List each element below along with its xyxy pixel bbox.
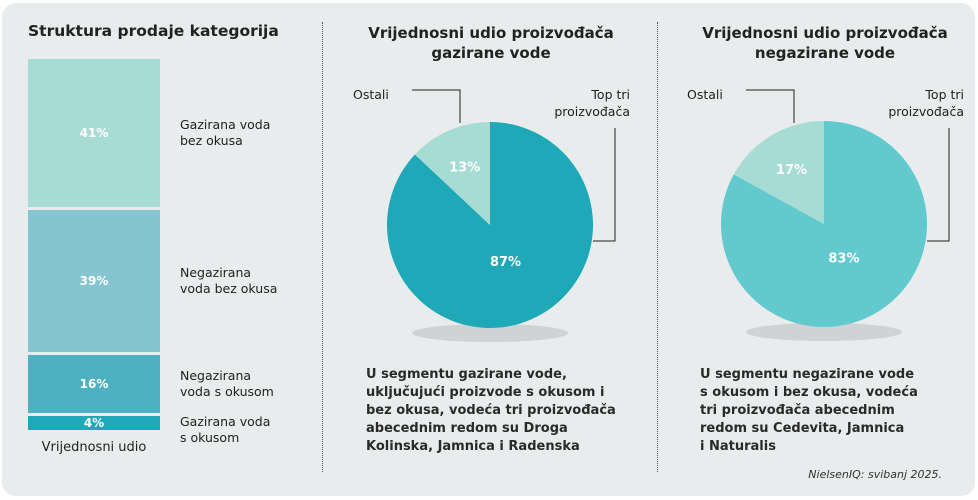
label-line: voda s okusom <box>180 383 274 399</box>
pie-slice <box>414 122 490 225</box>
pie-shadow <box>746 323 902 341</box>
description-line: abecednim redom su Droga <box>366 421 568 436</box>
leader-line <box>412 89 461 123</box>
bar-xlabel: Vrijednosni udio <box>41 440 147 455</box>
bar-segment: 16% <box>28 354 160 413</box>
label-line: Top tri <box>925 87 964 102</box>
pie1-title-line: gazirane vode <box>431 44 551 62</box>
description-line: bez okusa, vodeća tri proizvođača <box>366 403 616 418</box>
bar-value-label: 4% <box>83 415 105 430</box>
bar-segment: 39% <box>28 210 160 352</box>
pie-slice <box>733 121 824 224</box>
bar-value-label: 16% <box>79 376 109 391</box>
description-line: uključujući proizvode s okusom i <box>366 385 605 400</box>
description-line: s okusom i bez okusa, vodeća <box>700 385 918 400</box>
bar-category-label: Gazirana voda bez okusa <box>180 117 270 149</box>
label-line: s okusom <box>180 429 240 445</box>
label-line: Gazirana voda <box>180 117 271 133</box>
description-line: i Naturalis <box>700 439 776 454</box>
dotted-divider <box>657 22 658 472</box>
pie2-title: Vrijednosni udio proizvođača negazirane … <box>664 23 978 63</box>
pie-shadow <box>412 324 568 342</box>
label-line: voda bez okusa <box>180 281 278 296</box>
pie2-title-line: negazirane vode <box>754 44 896 62</box>
label-line: proizvođača <box>888 104 964 119</box>
bar-category-label: Negazirana voda s okusom <box>180 368 274 400</box>
label-line: Top tri <box>591 87 630 102</box>
pie-value-label: 87% <box>490 255 521 270</box>
leader-line <box>593 128 616 242</box>
bar-value-label: 41% <box>79 126 109 141</box>
pie2-label-top: Top tri proizvođača <box>874 86 964 120</box>
label-line: bez okusa <box>180 133 243 149</box>
label-line: Gazirana voda <box>180 413 271 429</box>
description-line: redom su Cedevita, Jamnica <box>700 421 905 436</box>
description-line: Kolinska, Jamnica i Radenska <box>366 439 580 454</box>
bar-category-label: Gazirana voda s okusom <box>180 414 270 446</box>
pie1-title: Vrijednosni udio proizvođača gazirane vo… <box>330 23 652 63</box>
bar-category-label: Negazirana voda bez okusa <box>180 265 277 297</box>
leader-line <box>746 89 795 123</box>
pie2-label-ostali: Ostali <box>687 87 723 102</box>
pie1-description: U segmentu gazirane vode, uključujući pro… <box>366 366 616 456</box>
label-line: Negazirana <box>180 265 252 280</box>
description-line: tri proizvođača abecednim <box>700 403 895 418</box>
pie2-description: U segmentu negazirane vode s okusom i bez… <box>700 366 918 456</box>
label-line: proizvođača <box>554 104 630 119</box>
leader-line <box>927 128 950 242</box>
label-line: Negazirana <box>180 367 252 383</box>
pie-value-label: 83% <box>828 252 859 267</box>
pie-value-label: 13% <box>449 160 480 175</box>
bar-segment: 4% <box>28 415 160 430</box>
pie2-title-line: Vrijednosni udio proizvođača <box>702 24 948 42</box>
description-line: U segmentu gazirane vode, <box>366 367 567 382</box>
pie1-label-ostali: Ostali <box>353 87 389 102</box>
description-line: U segmentu negazirane vode <box>700 367 915 382</box>
bar-segment: 41% <box>28 59 160 208</box>
source-note: NielsenIQ: svibanj 2025. <box>808 468 942 481</box>
bar-value-label: 39% <box>79 273 109 288</box>
bar-chart-title: Struktura prodaje kategorija <box>28 22 279 40</box>
pie1-label-top: Top tri proizvođača <box>540 86 630 120</box>
pie-value-label: 17% <box>776 163 807 178</box>
pie1-title-line: Vrijednosni udio proizvođača <box>368 24 614 42</box>
dotted-divider <box>322 22 323 472</box>
